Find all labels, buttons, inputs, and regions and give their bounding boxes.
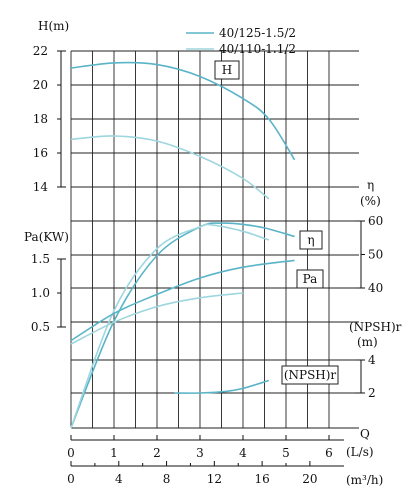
- h-tick-label: 14: [33, 180, 49, 194]
- q-ls-tick-label: 6: [325, 446, 333, 460]
- h-tick-label: 18: [33, 112, 48, 126]
- legend-label-series-2: 40/110-1.1/2: [219, 42, 296, 56]
- q-m3h-tick-label: 0: [67, 472, 75, 486]
- series-eta-1: [70, 222, 295, 429]
- q-ls-tick-label: 2: [153, 446, 161, 460]
- eta-axis-bracket: [355, 220, 362, 289]
- series-npsh-1: [174, 379, 270, 394]
- q-m3h-tick-label: 8: [163, 472, 171, 486]
- series-pa-1: [70, 259, 295, 342]
- q-ls-tick-label: 5: [282, 446, 290, 460]
- q-ls-tick-label: 4: [239, 446, 247, 460]
- q-m3h-tick-label: 4: [115, 472, 123, 486]
- q-axis-title: Q: [360, 427, 370, 441]
- h-curve-label: H: [222, 63, 232, 77]
- npsh-tick-label: 2: [368, 386, 376, 400]
- h-tick-label: 22: [33, 44, 48, 58]
- q-m3h-tick-label: 16: [254, 472, 269, 486]
- pa-axis-title: Pa(KW): [24, 230, 69, 244]
- q-m3h-tick-label: 12: [207, 472, 222, 486]
- eta-tick-label: 50: [368, 248, 383, 262]
- legend: 40/125-1.5/2 40/110-1.1/2: [186, 26, 296, 56]
- q-ls-tick-label: 0: [67, 446, 75, 460]
- grid: [70, 50, 359, 429]
- eta-curve-label-box: [299, 230, 323, 250]
- eta-axis-title: η: [367, 178, 374, 192]
- curves: [70, 61, 296, 429]
- series-h-1: [70, 61, 296, 161]
- h-tick-label: 16: [33, 146, 48, 160]
- npsh-curve-label-box: [281, 365, 339, 385]
- h-axis-bracket: [60, 50, 66, 188]
- q-m3h-tick-label: 20: [302, 472, 317, 486]
- h-axis-title: H(m): [38, 19, 69, 33]
- h-tick-label: 20: [33, 78, 48, 92]
- eta-tick-label: 40: [368, 281, 383, 295]
- eta-curve-label: η: [307, 233, 314, 247]
- eta-axis-unit: (%): [360, 194, 381, 208]
- h-curve-label-box: [214, 60, 240, 80]
- q-ls-tick-label: 1: [110, 446, 118, 460]
- npsh-curve-label: (NPSH)r: [284, 368, 337, 382]
- series-h-2: [70, 135, 270, 200]
- q-ls-tick-label: 3: [196, 446, 204, 460]
- curve-labels: H η Pa (NPSH)r: [214, 60, 339, 385]
- pa-tick-label: 1.5: [31, 252, 50, 266]
- q-axis-unit-m3h: (m³/h): [346, 473, 383, 487]
- pa-curve-label: Pa: [303, 272, 318, 286]
- legend-label-series-1: 40/125-1.5/2: [219, 26, 296, 40]
- axes: [57, 50, 365, 467]
- npsh-tick-label: 4: [368, 353, 376, 367]
- pa-tick-label: 1.0: [31, 286, 50, 300]
- axis-titles: H(m) Pa(KW) η (%) (NPSH)r (m) Q (L/s) (m…: [24, 19, 402, 487]
- eta-tick-label: 60: [368, 214, 383, 228]
- pa-tick-label: 0.5: [31, 320, 50, 334]
- pa-curve-label-box: [296, 269, 324, 289]
- q-axis-unit-ls: (L/s): [346, 445, 374, 459]
- pa-axis-bracket: [60, 258, 66, 328]
- npsh-axis-bracket: [355, 359, 362, 394]
- series-pa-2: [70, 292, 244, 345]
- npsh-axis-unit: (m): [357, 335, 378, 349]
- npsh-axis-title: (NPSH)r: [349, 320, 402, 334]
- series-eta-2: [70, 223, 270, 429]
